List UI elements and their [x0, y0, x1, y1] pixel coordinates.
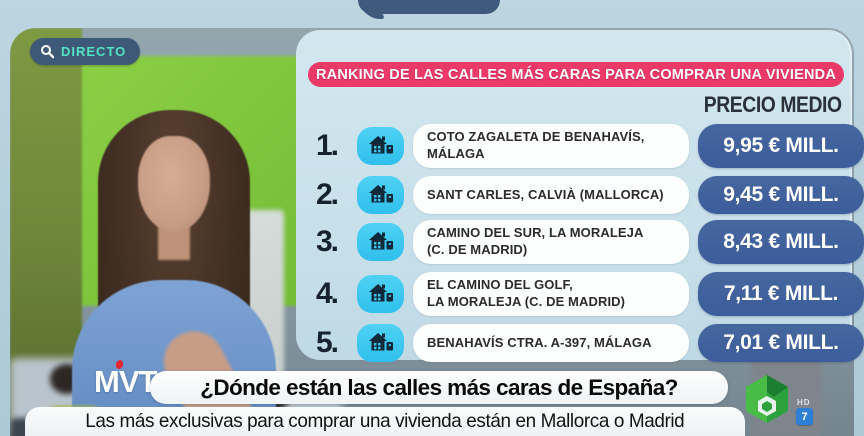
ranking-row: 4. EL CAMINO DEL GOLF,	[316, 272, 864, 316]
ranking-rows: 1. COTO ZAGALETA DE BENA	[316, 124, 864, 362]
house-icon	[357, 324, 404, 362]
price-badge: 7,01 € MILL.	[698, 324, 864, 362]
hd-label: HD	[797, 398, 811, 407]
street-name: CAMINO DEL SUR, LA MORALEJA (C. DE MADRI…	[413, 220, 689, 264]
rank-number: 4.	[316, 277, 339, 310]
rank-number: 3.	[316, 225, 339, 258]
ranking-row: 3. CAMINO DEL SUR, LA MO	[316, 220, 864, 264]
headline-banner: ¿Dónde están las calles más caras de Esp…	[150, 371, 728, 404]
ticker-bar: Las más exclusivas para comprar una vivi…	[25, 407, 745, 436]
presenter-face	[138, 136, 210, 232]
house-icon	[357, 275, 404, 313]
street-name: EL CAMINO DEL GOLF, LA MORALEJA (C. DE M…	[413, 272, 689, 316]
lasexta-logo	[741, 372, 793, 424]
price-column-header: PRECIO MEDIO	[704, 92, 842, 117]
house-icon	[357, 176, 404, 214]
house-icon	[357, 127, 404, 165]
house-icon	[357, 223, 404, 261]
live-badge-label: DIRECTO	[61, 44, 127, 59]
search-icon	[41, 45, 55, 59]
street-name: SANT CARLES, CALVIÀ (MALLORCA)	[413, 176, 689, 214]
street-name: COTO ZAGALETA DE BENAHAVÍS, MÁLAGA	[413, 124, 689, 168]
rank-number: 5.	[316, 326, 339, 359]
lasexta-6-icon	[746, 375, 788, 423]
speech-bubble-fragment	[358, 0, 500, 14]
ranking-panel: RANKING DE LAS CALLES MÁS CARAS PARA COM…	[296, 30, 864, 362]
rank-number: 1.	[316, 129, 339, 162]
program-logo: MVT	[94, 359, 157, 397]
price-badge: 9,45 € MILL.	[698, 176, 864, 214]
street-name: BENAHAVÍS CTRA. A-397, MÁLAGA	[413, 324, 689, 362]
price-badge: 8,43 € MILL.	[698, 220, 864, 264]
ranking-row: 5. BENAHAVÍS CTRA. A-397	[316, 324, 864, 362]
price-badge: 9,95 € MILL.	[698, 124, 864, 168]
panel-title: RANKING DE LAS CALLES MÁS CARAS PARA COM…	[308, 62, 844, 87]
channel-7-badge: 7	[796, 408, 813, 425]
rank-number: 2.	[316, 178, 339, 211]
price-badge: 7,11 € MILL.	[698, 272, 864, 316]
ticker-text: Las más exclusivas para comprar una vivi…	[85, 410, 685, 432]
ranking-row: 2. SANT CARLES, CALVIÀ (	[316, 176, 864, 214]
ranking-row: 1. COTO ZAGALETA DE BENA	[316, 124, 864, 168]
live-badge: DIRECTO	[30, 38, 141, 65]
